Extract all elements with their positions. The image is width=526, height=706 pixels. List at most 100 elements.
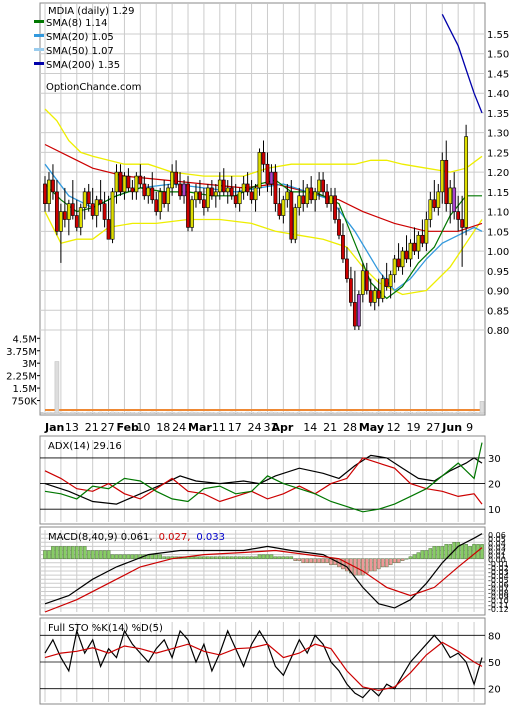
candle-body xyxy=(440,159,445,193)
volume-bar xyxy=(87,411,91,413)
volume-bar xyxy=(341,411,345,413)
volume-bar xyxy=(146,412,150,413)
volume-bar xyxy=(361,412,365,413)
volume-bar xyxy=(448,412,452,413)
volume-bar xyxy=(75,411,79,413)
x-tick-label: 24 xyxy=(248,421,262,434)
volume-bar xyxy=(95,412,99,413)
macd-hist-bar xyxy=(249,556,254,559)
macd-y-ticks: 0.060.050.040.030.020.010.00-0.01-0.02-0… xyxy=(488,531,509,614)
watermark: OptionChance.com xyxy=(46,82,141,93)
candle-body xyxy=(253,187,258,201)
x-tick-label: 19 xyxy=(407,421,421,434)
macd-panel: 0.060.050.040.030.020.010.00-0.01-0.02-0… xyxy=(39,526,509,616)
sto-title: Full STO %K(14) %D(5) xyxy=(48,623,163,634)
volume-bar xyxy=(285,411,289,413)
macd-yticks-label: -0.04 xyxy=(488,572,509,581)
candle-body xyxy=(376,290,381,299)
candle-body xyxy=(142,183,147,197)
macd-hist-bar xyxy=(198,556,202,559)
volume-bar xyxy=(317,412,321,413)
candle-body xyxy=(321,179,325,193)
macd-hist-bar xyxy=(206,556,210,559)
macd-hist-bar xyxy=(440,546,445,559)
volume-bar xyxy=(246,411,250,413)
candle-body xyxy=(337,219,341,236)
candle-body xyxy=(360,270,365,295)
macd-hist-bar xyxy=(158,554,163,559)
macd-hist-bar xyxy=(432,546,437,559)
macd-yticks-label: -0.12 xyxy=(488,605,509,614)
candle-body xyxy=(301,195,306,205)
volume-bar xyxy=(305,412,309,413)
x-tick-label: Jan xyxy=(44,421,64,434)
volume-bar xyxy=(349,411,353,413)
candle-body xyxy=(86,191,91,205)
candle-body xyxy=(293,207,298,240)
macd-lines xyxy=(44,533,483,613)
macd-hist-bar xyxy=(63,546,67,559)
x-tick-label: 14 xyxy=(303,421,317,434)
macd-hist-bar xyxy=(472,544,476,559)
candle-body xyxy=(146,187,151,197)
volume-bar xyxy=(154,411,158,413)
x-tick-label: 21 xyxy=(323,421,337,434)
candle-body xyxy=(372,290,377,303)
x-tick-label: 9 xyxy=(466,421,473,434)
volume-bar xyxy=(353,411,357,413)
volume-bar xyxy=(182,411,186,413)
macd-hist-bar xyxy=(384,558,389,568)
candle-body xyxy=(102,203,107,220)
macd-hist-bar xyxy=(106,550,111,559)
sto-lines-series xyxy=(44,628,483,699)
candle-body xyxy=(348,278,353,303)
volume-tick-label: 2.25M xyxy=(6,372,37,383)
volume-bar xyxy=(297,411,301,413)
candle-body xyxy=(432,199,437,208)
volume-bar xyxy=(59,411,63,413)
macd-hist-bar xyxy=(202,556,206,559)
adx-yticks-label: 10 xyxy=(488,505,501,516)
price-legend: MDIA (daily) 1.29 SMA(8) 1.14 SMA(20) 1.0… xyxy=(34,6,141,93)
volume-bar xyxy=(432,411,436,413)
legend-label: SMA(20) 1.05 xyxy=(46,32,114,43)
lower-band-line xyxy=(44,211,483,296)
macd-hist-bar xyxy=(82,546,87,559)
volume-spike xyxy=(54,361,60,414)
candle-body xyxy=(98,199,103,205)
volume-bar xyxy=(158,412,162,413)
volume-bar xyxy=(468,411,472,413)
candle-body xyxy=(329,195,333,205)
volume-tick-label: 750K xyxy=(11,397,37,408)
macd-hist-bar xyxy=(345,558,349,572)
x-tick-label: Mar xyxy=(188,421,212,434)
macd-signal-value: 0.027, xyxy=(159,532,191,543)
candle-body xyxy=(249,191,254,201)
macd-hist-bar xyxy=(380,558,385,568)
volume-bar xyxy=(47,411,51,413)
volume-bar xyxy=(408,412,412,413)
macd-yticks-label: -0.03 xyxy=(488,568,509,577)
volume-bar xyxy=(476,412,480,413)
macd-hist-bar xyxy=(317,558,321,564)
candle-body xyxy=(43,183,47,205)
adx-lines-series xyxy=(44,457,483,505)
x-tick-label: 10 xyxy=(136,421,150,434)
macd-lines-series xyxy=(44,533,483,609)
macd-hist-bar xyxy=(357,558,361,576)
macd-yticks-label: 0.06 xyxy=(488,531,506,540)
macd-yticks-label: -0.07 xyxy=(488,584,509,593)
macd-hist-bar xyxy=(150,554,155,559)
volume-bar xyxy=(178,411,182,413)
candle-body xyxy=(122,175,127,193)
macd-hist-bar xyxy=(364,558,369,574)
candle-body xyxy=(404,250,409,260)
price-tick-label: 1.10 xyxy=(487,208,509,219)
macd-hist-bar xyxy=(257,554,262,559)
macd-hist-bar xyxy=(424,550,429,559)
candle-body xyxy=(452,187,457,212)
macd-yticks-label: -0.01 xyxy=(488,560,509,569)
sto-yticks-label: 50 xyxy=(488,658,501,669)
macd-hist-bar xyxy=(241,556,246,559)
